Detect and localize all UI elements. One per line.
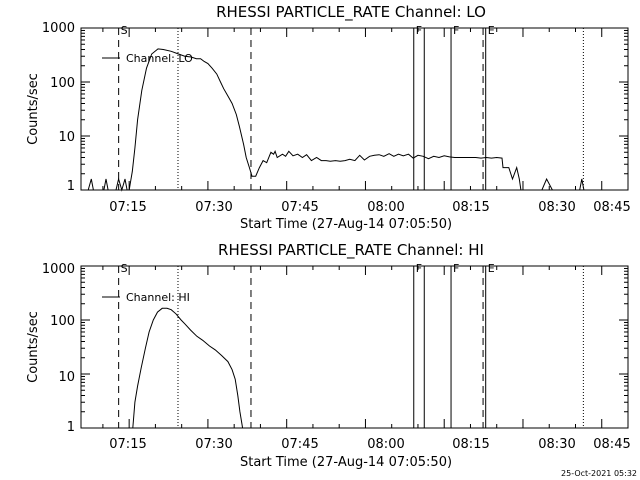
panel-lo-x-tick-0830: 08:30 [538,200,575,215]
panel-lo-x-tick-0730: 07:30 [195,200,232,215]
panel-hi-x-tick-0830: 08:30 [538,437,575,452]
panel-lo-event-marker-label: E [488,24,495,37]
panel-hi-event-marker-label: E [488,262,495,275]
panel-lo-series-line [84,48,612,192]
panel-lo-event-marker-label: F [416,24,422,37]
panel-lo-x-tick-0800: 08:00 [367,200,404,215]
panel-lo-x-tick-0845: 08:45 [593,200,630,215]
panel-hi-event-marker-label: S [121,262,128,275]
panel-hi-x-tick-0800: 08:00 [367,437,404,452]
footer-timestamp: 25-Oct-2021 05:32 [561,469,637,478]
panel-hi-x-tick-0845: 08:45 [593,437,630,452]
panel-lo-x-axis-label: Start Time (27-Aug-14 07:05:50) [240,217,452,232]
panel-hi-y-tick-10: 10 [58,370,75,385]
panel-lo-event-marker-label: F [453,24,459,37]
panel-lo-y-tick-1: 1 [67,179,75,194]
panel-hi: RHESSI PARTICLE_RATE Channel: HI Counts/… [26,241,631,470]
panel-hi-x-tick-0745: 07:45 [281,437,318,452]
panel-lo-x-tick-0745: 07:45 [281,200,318,215]
panel-lo-legend-label: Channel: LO [126,52,193,65]
panel-hi-y-axis-label: Counts/sec [26,311,41,383]
panel-hi-x-tick-0730: 07:30 [195,437,232,452]
panel-lo: RHESSI PARTICLE_RATE Channel: LO Counts/… [26,3,631,232]
panel-lo-y-tick-100: 100 [50,76,75,91]
panel-hi-series-line [132,307,244,429]
panel-hi-y-tick-1: 1 [67,420,75,435]
panel-hi-y-tick-1000: 1000 [42,262,75,277]
panel-hi-event-marker-label: F [453,262,459,275]
panel-hi-y-tick-100: 100 [50,314,75,329]
panel-lo-y-axis-label: Counts/sec [26,73,41,145]
panel-lo-y-tick-10: 10 [58,130,75,145]
panel-hi-x-tick-0815: 08:15 [452,437,489,452]
panel-hi-plot-frame [80,265,629,429]
panel-lo-title: RHESSI PARTICLE_RATE Channel: LO [216,3,486,22]
panel-lo-x-tick-0815: 08:15 [452,200,489,215]
panel-lo-event-marker-label: S [121,24,128,37]
panel-lo-plot-frame [80,27,629,191]
panel-hi-x-axis-label: Start Time (27-Aug-14 07:05:50) [240,455,452,470]
panel-hi-x-tick-0715: 07:15 [109,437,146,452]
panel-lo-x-tick-0715: 07:15 [109,200,146,215]
panel-hi-event-marker-label: F [416,262,422,275]
panel-lo-y-tick-1000: 1000 [42,21,75,36]
panel-hi-legend-label: Channel: HI [126,291,190,304]
panel-hi-title: RHESSI PARTICLE_RATE Channel: HI [218,241,484,260]
